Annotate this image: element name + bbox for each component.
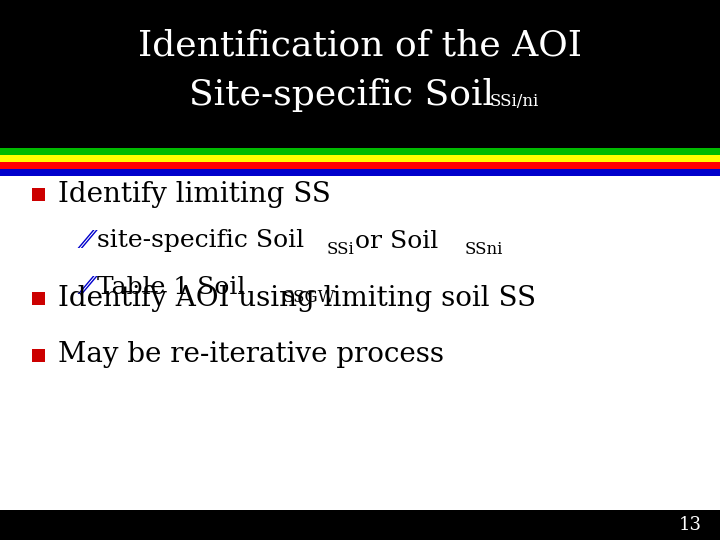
Bar — [0, 162, 720, 169]
Text: SSi/ni: SSi/ni — [490, 93, 539, 111]
Text: Identify AOI using limiting soil SS: Identify AOI using limiting soil SS — [58, 285, 536, 312]
Bar — [0, 0, 720, 148]
Bar — [0, 155, 720, 162]
Text: SSGW: SSGW — [283, 288, 336, 306]
Text: Table 1 Soil: Table 1 Soil — [97, 276, 246, 300]
Text: Site-specific Soil: Site-specific Soil — [189, 78, 495, 112]
Bar — [0, 148, 720, 155]
Text: Identification of the AOI: Identification of the AOI — [138, 28, 582, 62]
Text: Identify limiting SS: Identify limiting SS — [58, 180, 330, 207]
Bar — [32, 348, 45, 361]
Text: ⁄⁄: ⁄⁄ — [84, 230, 92, 253]
Bar — [32, 292, 45, 305]
Bar — [32, 187, 45, 200]
Bar — [0, 169, 720, 176]
Text: 13: 13 — [679, 516, 702, 534]
Text: ⁄⁄: ⁄⁄ — [84, 276, 92, 300]
Text: SSi: SSi — [327, 241, 355, 259]
Bar — [0, 510, 720, 540]
Text: or Soil: or Soil — [347, 230, 438, 253]
Text: May be re-iterative process: May be re-iterative process — [58, 341, 444, 368]
Text: site-specific Soil: site-specific Soil — [97, 230, 304, 253]
Text: SSni: SSni — [465, 241, 503, 259]
